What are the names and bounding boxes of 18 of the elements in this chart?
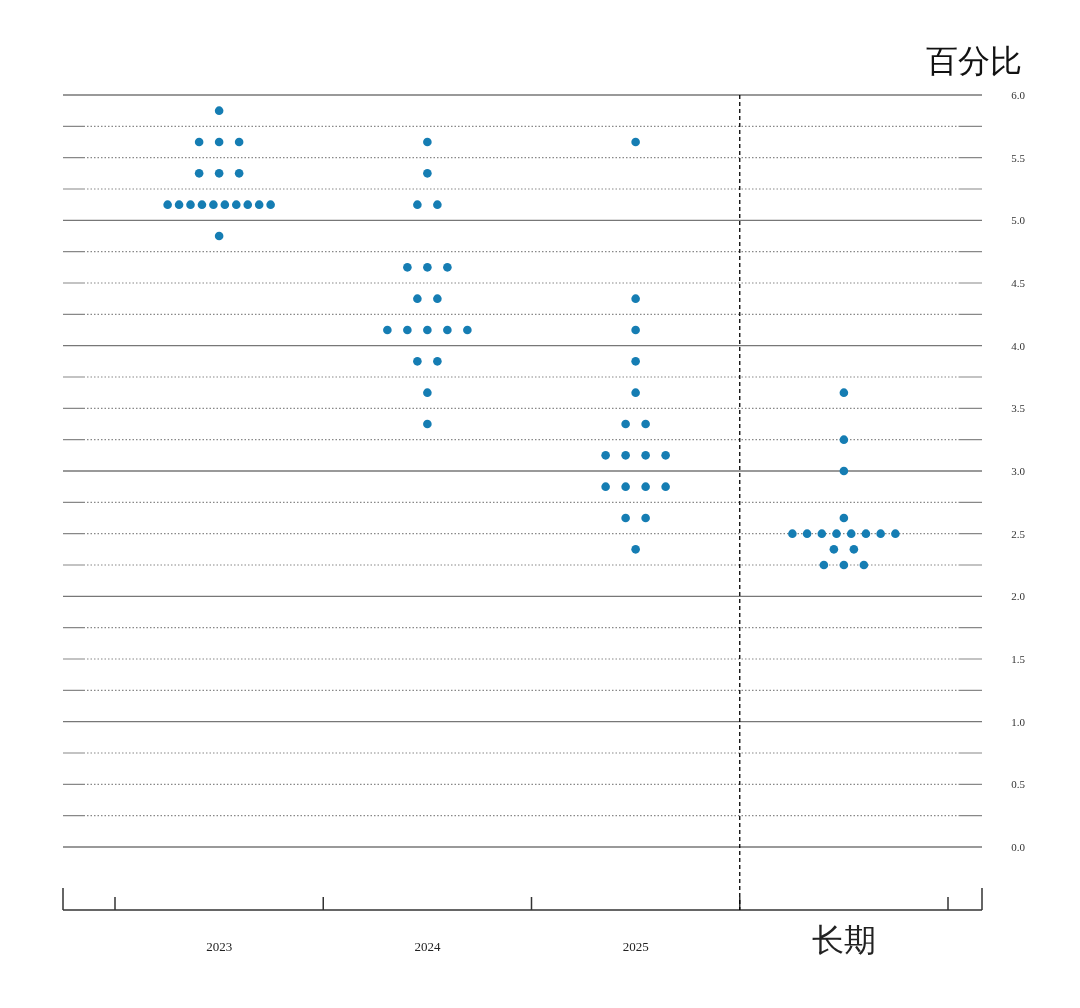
y-tick-label: 5.5 [1011,151,1026,164]
y-tick-label: 0.0 [1011,841,1026,853]
y-tick-label: 3.5 [1011,402,1026,415]
y-tick-label: 3.0 [1011,465,1026,477]
x-tick-label: 2024 [414,939,441,954]
x-tick-label: 2023 [206,939,233,954]
x-tick-label: 2025 [622,939,649,954]
y-tick-label: 2.0 [1011,590,1026,603]
y-tick-label: 2.5 [1011,527,1026,540]
y-tick-label: 1.5 [1011,653,1026,665]
y-tick-label: 5.0 [1011,214,1026,227]
y-tick-label: 0.5 [1011,778,1026,791]
y-tick-label: 4.5 [1011,277,1026,289]
x-tick-label: 长期 [811,921,876,959]
y-axis-title: 百分比 [926,42,1022,80]
y-tick-label: 1.0 [1011,715,1026,728]
y-tick-label: 6.0 [1011,89,1026,101]
y-tick-label: 4.0 [1011,339,1026,352]
